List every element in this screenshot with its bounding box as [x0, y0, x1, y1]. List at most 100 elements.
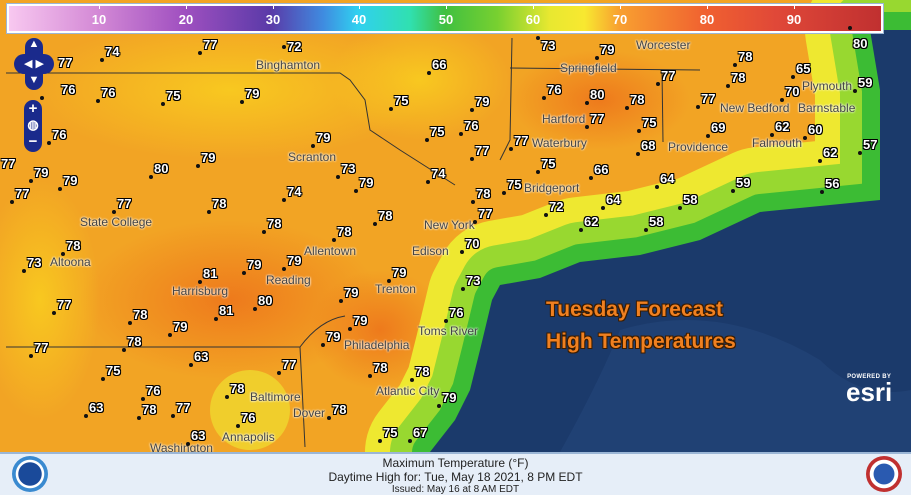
station-dot[interactable] — [336, 175, 340, 179]
station-dot[interactable] — [848, 26, 852, 30]
station-dot[interactable] — [378, 439, 382, 443]
station-dot[interactable] — [137, 416, 141, 420]
station-dot[interactable] — [589, 176, 593, 180]
station-dot[interactable] — [61, 252, 65, 256]
station-dot[interactable] — [542, 96, 546, 100]
station-dot[interactable] — [427, 71, 431, 75]
station-dot[interactable] — [536, 36, 540, 40]
station-dot[interactable] — [112, 210, 116, 214]
station-dot[interactable] — [96, 99, 100, 103]
station-dot[interactable] — [780, 98, 784, 102]
station-dot[interactable] — [459, 132, 463, 136]
station-dot[interactable] — [425, 138, 429, 142]
station-dot[interactable] — [461, 287, 465, 291]
pan-down-icon[interactable]: ▼ — [25, 74, 43, 90]
station-dot[interactable] — [47, 141, 51, 145]
station-dot[interactable] — [52, 311, 56, 315]
station-dot[interactable] — [470, 108, 474, 112]
station-dot[interactable] — [502, 191, 506, 195]
zoom-out-button[interactable]: − — [28, 133, 38, 150]
station-dot[interactable] — [803, 136, 807, 140]
station-dot[interactable] — [655, 185, 659, 189]
station-dot[interactable] — [332, 238, 336, 242]
station-dot[interactable] — [168, 333, 172, 337]
station-dot[interactable] — [585, 101, 589, 105]
station-dot[interactable] — [311, 144, 315, 148]
station-dot[interactable] — [733, 63, 737, 67]
noaa-logo[interactable] — [12, 456, 48, 492]
station-dot[interactable] — [471, 200, 475, 204]
station-dot[interactable] — [207, 210, 211, 214]
station-dot[interactable] — [149, 175, 153, 179]
station-dot[interactable] — [791, 75, 795, 79]
station-dot[interactable] — [186, 442, 190, 446]
station-dot[interactable] — [171, 414, 175, 418]
esri-attribution[interactable]: POWERED BY esri — [846, 374, 892, 405]
station-dot[interactable] — [389, 107, 393, 111]
station-dot[interactable] — [696, 105, 700, 109]
station-dot[interactable] — [339, 299, 343, 303]
station-dot[interactable] — [128, 321, 132, 325]
station-dot[interactable] — [444, 319, 448, 323]
station-dot[interactable] — [426, 180, 430, 184]
station-dot[interactable] — [706, 134, 710, 138]
station-dot[interactable] — [470, 157, 474, 161]
station-dot[interactable] — [408, 439, 412, 443]
station-dot[interactable] — [585, 125, 589, 129]
station-dot[interactable] — [327, 416, 331, 420]
station-dot[interactable] — [161, 102, 165, 106]
nws-logo[interactable] — [866, 456, 902, 492]
station-dot[interactable] — [644, 228, 648, 232]
station-dot[interactable] — [536, 170, 540, 174]
station-dot[interactable] — [368, 374, 372, 378]
station-dot[interactable] — [189, 363, 193, 367]
station-dot[interactable] — [410, 378, 414, 382]
station-dot[interactable] — [354, 189, 358, 193]
station-dot[interactable] — [373, 222, 377, 226]
temperature-map[interactable]: 10 20 30 40 50 60 70 80 90 Binghamton Scranton Sta… — [0, 0, 911, 452]
station-dot[interactable] — [348, 327, 352, 331]
station-dot[interactable] — [387, 279, 391, 283]
station-dot[interactable] — [198, 280, 202, 284]
station-dot[interactable] — [770, 133, 774, 137]
station-dot[interactable] — [544, 213, 548, 217]
station-dot[interactable] — [29, 354, 33, 358]
station-dot[interactable] — [240, 100, 244, 104]
station-dot[interactable] — [637, 129, 641, 133]
station-dot[interactable] — [460, 250, 464, 254]
station-dot[interactable] — [282, 267, 286, 271]
globe-icon[interactable]: ◍ — [27, 117, 39, 132]
station-dot[interactable] — [253, 307, 257, 311]
station-dot[interactable] — [321, 343, 325, 347]
pan-control[interactable]: ▲ ◀ ▶ ▼ — [14, 38, 54, 92]
station-dot[interactable] — [236, 424, 240, 428]
station-dot[interactable] — [122, 348, 126, 352]
station-dot[interactable] — [141, 397, 145, 401]
station-dot[interactable] — [437, 404, 441, 408]
station-dot[interactable] — [100, 58, 104, 62]
station-dot[interactable] — [601, 206, 605, 210]
station-dot[interactable] — [678, 206, 682, 210]
station-dot[interactable] — [101, 377, 105, 381]
pan-left-right-icon[interactable]: ◀ ▶ — [14, 54, 54, 74]
station-dot[interactable] — [282, 45, 286, 49]
station-dot[interactable] — [29, 179, 33, 183]
station-dot[interactable] — [196, 164, 200, 168]
station-dot[interactable] — [579, 228, 583, 232]
station-dot[interactable] — [214, 317, 218, 321]
station-dot[interactable] — [282, 198, 286, 202]
station-dot[interactable] — [858, 151, 862, 155]
pan-up-icon[interactable]: ▲ — [25, 38, 43, 54]
station-dot[interactable] — [242, 271, 246, 275]
station-dot[interactable] — [277, 371, 281, 375]
station-dot[interactable] — [198, 51, 202, 55]
station-dot[interactable] — [731, 189, 735, 193]
station-dot[interactable] — [595, 56, 599, 60]
station-dot[interactable] — [58, 187, 62, 191]
station-dot[interactable] — [625, 106, 629, 110]
station-dot[interactable] — [818, 159, 822, 163]
station-dot[interactable] — [853, 89, 857, 93]
station-dot[interactable] — [84, 414, 88, 418]
station-dot[interactable] — [225, 395, 229, 399]
station-dot[interactable] — [656, 82, 660, 86]
